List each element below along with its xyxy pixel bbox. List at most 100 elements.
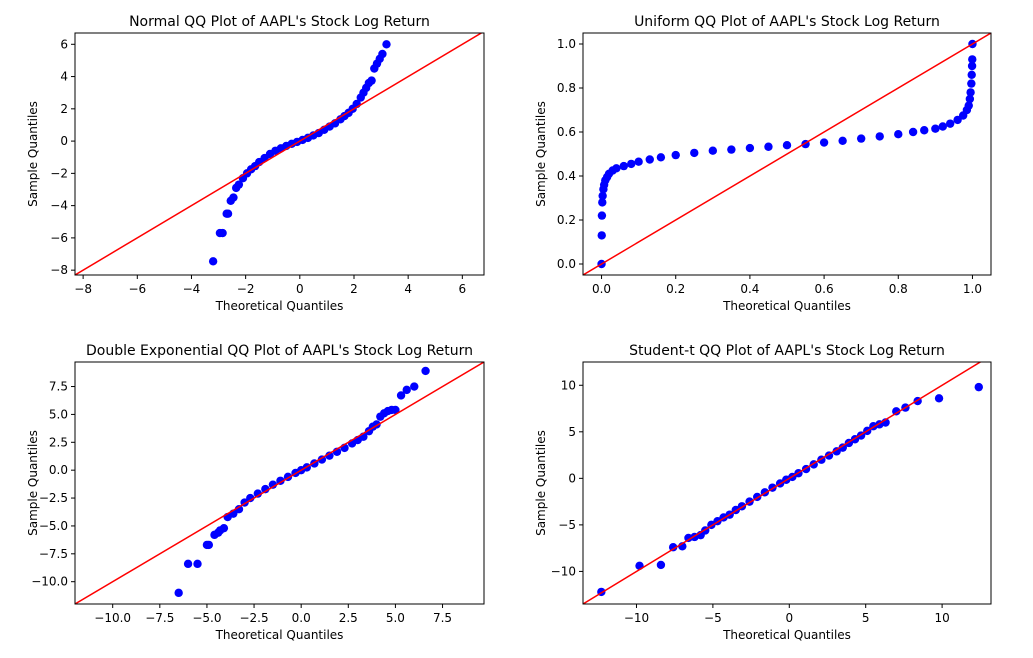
- data-point: [708, 146, 718, 155]
- x-tick-label: 4: [404, 282, 412, 296]
- data-point: [934, 394, 944, 403]
- axes-frame: [74, 32, 485, 276]
- axes-frame: [582, 32, 992, 276]
- data-point: [627, 159, 636, 169]
- data-point: [656, 153, 666, 162]
- x-tick-label: 2: [350, 282, 358, 296]
- y-tick-label: −2: [50, 166, 68, 180]
- x-tick-label: 0: [296, 282, 304, 296]
- data-point: [671, 150, 680, 160]
- data-point: [193, 559, 202, 569]
- x-tick-label: 1.0: [963, 282, 982, 296]
- y-tick-label: −5: [558, 518, 576, 532]
- data-point: [931, 124, 940, 133]
- y-tick-label: 0.6: [557, 125, 576, 139]
- y-axis-label: Sample Quantiles: [26, 430, 40, 536]
- data-point: [223, 209, 233, 218]
- data-point: [204, 540, 214, 550]
- x-tick-label: 0.0: [292, 611, 311, 625]
- data-point: [325, 451, 334, 460]
- data-point: [612, 164, 621, 173]
- data-point: [967, 79, 976, 88]
- y-tick-label: 7.5: [49, 380, 68, 394]
- x-tick-label: −8: [74, 282, 92, 296]
- data-point: [410, 382, 419, 391]
- qq-panel-3: Double Exponential QQ Plot of AAPL's Sto…: [26, 343, 485, 642]
- data-point: [402, 385, 411, 395]
- data-point: [634, 157, 643, 166]
- data-point: [875, 132, 884, 141]
- data-point: [656, 560, 666, 570]
- x-tick-label: 0.0: [592, 282, 611, 296]
- data-point: [856, 134, 866, 143]
- data-point: [268, 480, 278, 489]
- x-tick-label: 0.2: [666, 282, 685, 296]
- data-point: [645, 155, 654, 164]
- x-tick-label: −7.5: [145, 611, 174, 625]
- data-point: [966, 88, 975, 97]
- data-point: [908, 127, 918, 137]
- data-point: [690, 148, 699, 158]
- data-point: [832, 447, 841, 456]
- y-tick-label: 5.0: [49, 407, 68, 421]
- data-point: [421, 366, 430, 376]
- x-tick-label: −6: [128, 282, 146, 296]
- data-point: [234, 180, 244, 189]
- x-tick-label: 5.0: [386, 611, 405, 625]
- qq-panel-2: Uniform QQ Plot of AAPL's Stock Log Retu…: [534, 14, 992, 313]
- x-tick-label: −10: [624, 611, 649, 625]
- y-tick-label: 6: [60, 37, 68, 51]
- y-tick-label: −4: [50, 199, 68, 213]
- chart-title: Normal QQ Plot of AAPL's Stock Log Retur…: [129, 14, 430, 30]
- data-point: [234, 505, 244, 514]
- y-axis-label: Sample Quantiles: [534, 430, 548, 536]
- chart-title: Double Exponential QQ Plot of AAPL's Sto…: [86, 343, 473, 359]
- x-tick-label: 6: [459, 282, 467, 296]
- x-tick-label: 0.6: [815, 282, 834, 296]
- y-tick-label: −7.5: [39, 547, 68, 561]
- chart-title: Uniform QQ Plot of AAPL's Stock Log Retu…: [634, 14, 940, 30]
- data-point: [261, 484, 270, 494]
- y-tick-label: 1.0: [557, 37, 576, 51]
- x-tick-label: −4: [183, 282, 201, 296]
- y-tick-label: 0.2: [557, 213, 576, 227]
- data-point: [946, 119, 955, 128]
- reference-line: [75, 362, 484, 604]
- x-axis-label: Theoretical Quantiles: [215, 299, 344, 313]
- y-tick-label: 2.5: [49, 435, 68, 449]
- data-point: [598, 191, 607, 200]
- y-tick-label: 10: [561, 378, 576, 392]
- data-point: [382, 40, 391, 49]
- data-points: [597, 382, 983, 597]
- chart-title: Student-t QQ Plot of AAPL's Stock Log Re…: [629, 343, 945, 359]
- data-point: [619, 161, 628, 171]
- data-points: [208, 40, 391, 266]
- x-axis-label: Theoretical Quantiles: [722, 628, 851, 642]
- axes-frame: [582, 361, 992, 605]
- y-tick-label: 2: [60, 102, 68, 116]
- y-tick-label: 4: [60, 70, 68, 84]
- data-point: [229, 193, 238, 202]
- y-tick-label: −6: [50, 231, 68, 245]
- y-tick-label: 0.8: [557, 81, 576, 95]
- y-axis-label: Sample Quantiles: [26, 101, 40, 207]
- data-point: [838, 443, 847, 452]
- x-tick-label: 0.8: [889, 282, 908, 296]
- data-point: [597, 211, 607, 220]
- qq-panel-1: Normal QQ Plot of AAPL's Stock Log Retur…: [26, 14, 485, 313]
- x-tick-label: 2.5: [339, 611, 358, 625]
- y-tick-label: −5.0: [39, 519, 68, 533]
- x-axis-label: Theoretical Quantiles: [722, 299, 851, 313]
- x-tick-label: 7.5: [433, 611, 452, 625]
- data-point: [367, 76, 376, 85]
- data-point: [892, 407, 901, 416]
- data-point: [974, 382, 983, 392]
- data-point: [253, 489, 263, 498]
- reference-line: [583, 33, 991, 275]
- reference-line: [75, 33, 483, 275]
- y-tick-label: 0: [568, 471, 576, 485]
- y-tick-label: 5: [568, 425, 576, 439]
- data-point: [391, 405, 400, 415]
- y-tick-label: 0: [60, 134, 68, 148]
